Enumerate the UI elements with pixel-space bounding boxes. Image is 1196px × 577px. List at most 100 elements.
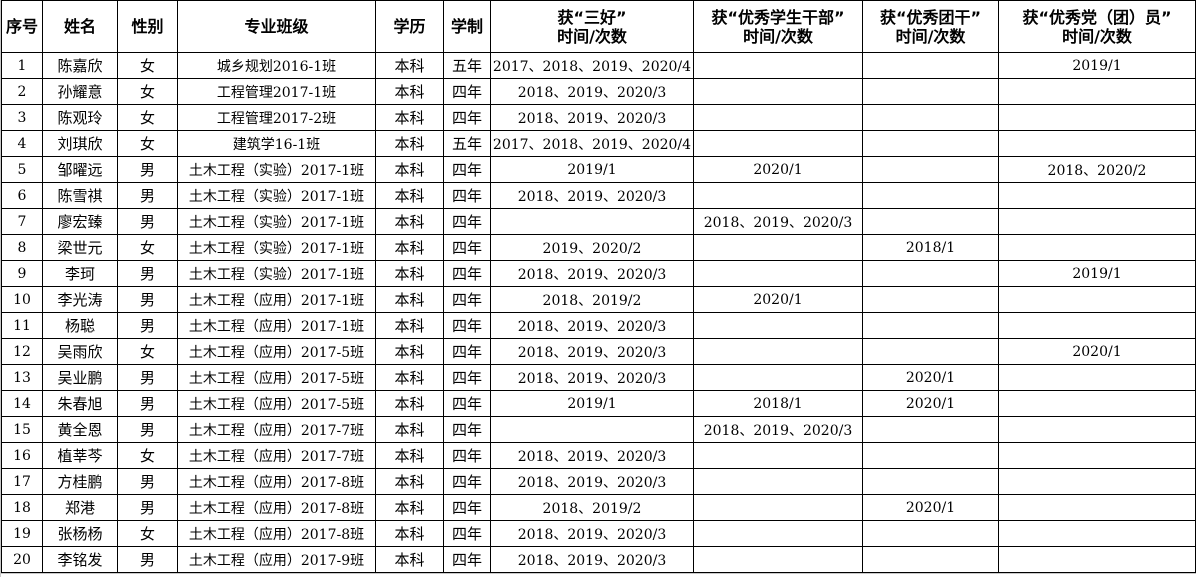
cell-party-member[interactable] <box>998 416 1196 443</box>
cell-sex[interactable]: 男 <box>117 468 178 495</box>
cell-cls[interactable]: 土木工程（应用）2017-8班 <box>177 520 376 547</box>
cell-index[interactable]: 11 <box>1 312 43 339</box>
cell-party-member[interactable] <box>998 546 1196 573</box>
cell-cls[interactable]: 工程管理2017-2班 <box>177 104 376 131</box>
cell-name[interactable]: 廖宏臻 <box>42 208 118 235</box>
cell-sex[interactable]: 男 <box>117 182 178 209</box>
cell-sanhao[interactable]: 2018、2019、2020/3 <box>490 468 694 495</box>
cell-edu[interactable]: 本科 <box>375 338 444 365</box>
cell-name[interactable]: 陈雪祺 <box>42 182 118 209</box>
cell-cadre[interactable]: 2018/1 <box>693 390 863 417</box>
cell-cls[interactable]: 土木工程（应用）2017-5班 <box>177 364 376 391</box>
cell-sex[interactable]: 男 <box>117 260 178 287</box>
cell-party-member[interactable] <box>998 520 1196 547</box>
cell-league-cadre[interactable] <box>862 416 999 443</box>
cell-sex[interactable]: 女 <box>117 130 178 157</box>
cell-cls[interactable]: 土木工程（应用）2017-1班 <box>177 312 376 339</box>
cell-league-cadre[interactable] <box>862 104 999 131</box>
cell-edu[interactable]: 本科 <box>375 546 444 573</box>
cell-sanhao[interactable]: 2018、2019、2020/3 <box>490 78 694 105</box>
cell-cls[interactable]: 土木工程（应用）2017-7班 <box>177 442 376 469</box>
cell-index[interactable]: 2 <box>1 78 43 105</box>
cell-index[interactable]: 5 <box>1 156 43 183</box>
cell-index[interactable]: 1 <box>1 52 43 79</box>
cell-cadre[interactable] <box>693 442 863 469</box>
cell-league-cadre[interactable] <box>862 156 999 183</box>
cell-league-cadre[interactable] <box>862 468 999 495</box>
cell-league-cadre[interactable] <box>862 442 999 469</box>
cell-league-cadre[interactable] <box>862 52 999 79</box>
cell-edu[interactable]: 本科 <box>375 390 444 417</box>
cell-name[interactable]: 吴雨欣 <box>42 338 118 365</box>
cell-sanhao[interactable]: 2019/1 <box>490 156 694 183</box>
cell-edu[interactable]: 本科 <box>375 208 444 235</box>
cell-index[interactable]: 13 <box>1 364 43 391</box>
cell-dur[interactable]: 四年 <box>443 260 491 287</box>
cell-sanhao[interactable]: 2019/1 <box>490 390 694 417</box>
cell-sanhao[interactable]: 2018、2019/2 <box>490 286 694 313</box>
cell-dur[interactable]: 四年 <box>443 520 491 547</box>
cell-edu[interactable]: 本科 <box>375 442 444 469</box>
cell-cls[interactable]: 土木工程（应用）2017-8班 <box>177 468 376 495</box>
cell-cls[interactable]: 土木工程（应用）2017-1班 <box>177 286 376 313</box>
cell-name[interactable]: 陈嘉欣 <box>42 52 118 79</box>
cell-cadre[interactable] <box>693 78 863 105</box>
cell-sanhao[interactable]: 2019、2020/2 <box>490 234 694 261</box>
cell-league-cadre[interactable] <box>862 338 999 365</box>
cell-sanhao[interactable]: 2018、2019、2020/3 <box>490 182 694 209</box>
cell-sex[interactable]: 男 <box>117 546 178 573</box>
cell-cls[interactable]: 建筑学16-1班 <box>177 130 376 157</box>
cell-name[interactable]: 吴业鹏 <box>42 364 118 391</box>
cell-party-member[interactable] <box>998 78 1196 105</box>
cell-dur[interactable]: 四年 <box>443 286 491 313</box>
cell-cadre[interactable] <box>693 312 863 339</box>
cell-sanhao[interactable]: 2018、2019、2020/3 <box>490 260 694 287</box>
cell-dur[interactable]: 四年 <box>443 468 491 495</box>
cell-party-member[interactable] <box>998 364 1196 391</box>
cell-league-cadre[interactable]: 2018/1 <box>862 234 999 261</box>
cell-cadre[interactable] <box>693 130 863 157</box>
cell-sex[interactable]: 女 <box>117 234 178 261</box>
cell-sanhao[interactable]: 2018、2019、2020/3 <box>490 104 694 131</box>
cell-party-member[interactable]: 2020/1 <box>998 338 1196 365</box>
cell-league-cadre[interactable] <box>862 260 999 287</box>
cell-league-cadre[interactable]: 2020/1 <box>862 390 999 417</box>
cell-cadre[interactable] <box>693 364 863 391</box>
cell-index[interactable]: 7 <box>1 208 43 235</box>
cell-cls[interactable]: 工程管理2017-1班 <box>177 78 376 105</box>
cell-sex[interactable]: 女 <box>117 338 178 365</box>
cell-edu[interactable]: 本科 <box>375 468 444 495</box>
cell-index[interactable]: 9 <box>1 260 43 287</box>
cell-name[interactable]: 孙耀意 <box>42 78 118 105</box>
cell-cls[interactable]: 土木工程（实验）2017-1班 <box>177 156 376 183</box>
cell-party-member[interactable] <box>998 468 1196 495</box>
cell-party-member[interactable] <box>998 442 1196 469</box>
cell-dur[interactable]: 五年 <box>443 130 491 157</box>
cell-cls[interactable]: 土木工程（实验）2017-1班 <box>177 208 376 235</box>
cell-party-member[interactable] <box>998 390 1196 417</box>
cell-league-cadre[interactable] <box>862 130 999 157</box>
cell-name[interactable]: 张杨杨 <box>42 520 118 547</box>
cell-cadre[interactable]: 2018、2019、2020/3 <box>693 416 863 443</box>
cell-index[interactable]: 15 <box>1 416 43 443</box>
cell-cadre[interactable]: 2020/1 <box>693 156 863 183</box>
cell-name[interactable]: 李铭发 <box>42 546 118 573</box>
cell-cls[interactable]: 土木工程（应用）2017-9班 <box>177 546 376 573</box>
cell-edu[interactable]: 本科 <box>375 364 444 391</box>
cell-league-cadre[interactable] <box>862 182 999 209</box>
cell-sanhao[interactable] <box>490 416 694 443</box>
cell-cls[interactable]: 土木工程（应用）2017-5班 <box>177 338 376 365</box>
cell-edu[interactable]: 本科 <box>375 494 444 521</box>
cell-party-member[interactable] <box>998 208 1196 235</box>
cell-name[interactable]: 梁世元 <box>42 234 118 261</box>
cell-dur[interactable]: 四年 <box>443 182 491 209</box>
cell-sex[interactable]: 男 <box>117 208 178 235</box>
cell-cadre[interactable] <box>693 104 863 131</box>
cell-name[interactable]: 李光涛 <box>42 286 118 313</box>
cell-edu[interactable]: 本科 <box>375 52 444 79</box>
cell-cadre[interactable]: 2018、2019、2020/3 <box>693 208 863 235</box>
cell-dur[interactable]: 四年 <box>443 234 491 261</box>
cell-edu[interactable]: 本科 <box>375 104 444 131</box>
cell-cadre[interactable] <box>693 468 863 495</box>
cell-party-member[interactable] <box>998 130 1196 157</box>
